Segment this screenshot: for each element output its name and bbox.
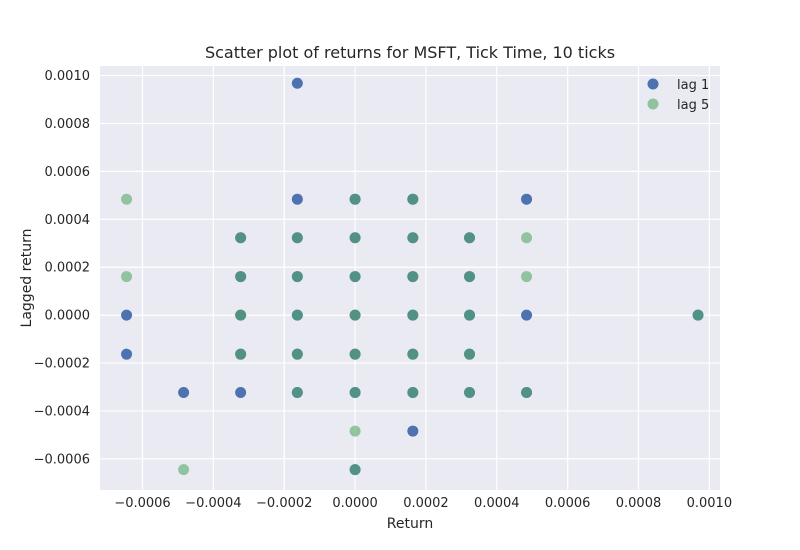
data-points	[121, 77, 704, 476]
data-point	[121, 271, 133, 283]
x-tick-label: −0.0002	[256, 496, 312, 511]
chart-title: Scatter plot of returns for MSFT, Tick T…	[205, 43, 615, 62]
data-point	[291, 309, 303, 321]
y-tick-label: −0.0002	[34, 357, 90, 372]
y-tick-label: 0.0006	[45, 165, 91, 180]
data-point	[291, 387, 303, 399]
data-point	[121, 309, 133, 321]
x-tick-label: −0.0004	[185, 496, 241, 511]
data-point	[407, 425, 419, 437]
legend-label-lag-5: lag 5	[677, 98, 709, 113]
x-tick-label: 0.0010	[687, 496, 733, 511]
data-point	[349, 425, 361, 437]
x-tick-label: 0.0008	[616, 496, 662, 511]
tick-labels: −0.0006 −0.0004 −0.0002 0.0000 0.0002 0.0004 0…	[34, 69, 733, 511]
data-point	[291, 271, 303, 283]
y-tick-label: −0.0004	[34, 404, 90, 419]
legend: lag 1 lag 5	[647, 78, 709, 113]
x-tick-label: 0.0002	[403, 496, 449, 511]
data-point	[178, 387, 190, 399]
data-point	[349, 464, 361, 476]
data-point	[521, 232, 533, 244]
x-tick-label: 0.0004	[474, 496, 520, 511]
y-tick-label: 0.0002	[45, 261, 91, 276]
series-lag-5	[121, 193, 704, 476]
data-point	[235, 387, 247, 399]
legend-marker-lag-5	[647, 98, 659, 110]
legend-label-lag-1: lag 1	[677, 78, 709, 93]
data-point	[349, 232, 361, 244]
data-point	[349, 348, 361, 360]
data-point	[235, 348, 247, 360]
data-point	[521, 309, 533, 321]
data-point	[407, 309, 419, 321]
data-point	[235, 309, 247, 321]
data-point	[121, 348, 133, 360]
data-point	[291, 348, 303, 360]
data-point	[521, 271, 533, 283]
data-point	[464, 309, 476, 321]
y-tick-label: −0.0006	[34, 452, 90, 467]
data-point	[692, 309, 704, 321]
grid	[100, 66, 720, 490]
x-tick-label: 0.0006	[545, 496, 591, 511]
data-point	[521, 387, 533, 399]
y-axis-label: Lagged return	[19, 229, 35, 328]
data-point	[349, 387, 361, 399]
data-point	[407, 193, 419, 205]
data-point	[121, 193, 133, 205]
data-point	[291, 77, 303, 89]
data-point	[349, 193, 361, 205]
data-point	[521, 193, 533, 205]
y-tick-label: 0.0008	[45, 117, 91, 132]
data-point	[464, 348, 476, 360]
y-tick-label: 0.0004	[45, 213, 91, 228]
data-point	[407, 271, 419, 283]
data-point	[407, 232, 419, 244]
data-point	[464, 271, 476, 283]
data-point	[349, 309, 361, 321]
data-point	[291, 193, 303, 205]
x-tick-label: −0.0006	[114, 496, 170, 511]
data-point	[235, 271, 247, 283]
data-point	[235, 232, 247, 244]
data-point	[407, 348, 419, 360]
data-point	[349, 271, 361, 283]
y-tick-label: 0.0000	[45, 309, 91, 324]
data-point	[291, 232, 303, 244]
x-tick-label: 0.0000	[332, 496, 378, 511]
legend-marker-lag-1	[647, 78, 659, 90]
data-point	[407, 387, 419, 399]
data-point	[178, 464, 190, 476]
y-tick-label: 0.0010	[45, 69, 91, 84]
data-point	[464, 387, 476, 399]
data-point	[464, 232, 476, 244]
x-axis-label: Return	[387, 516, 433, 532]
